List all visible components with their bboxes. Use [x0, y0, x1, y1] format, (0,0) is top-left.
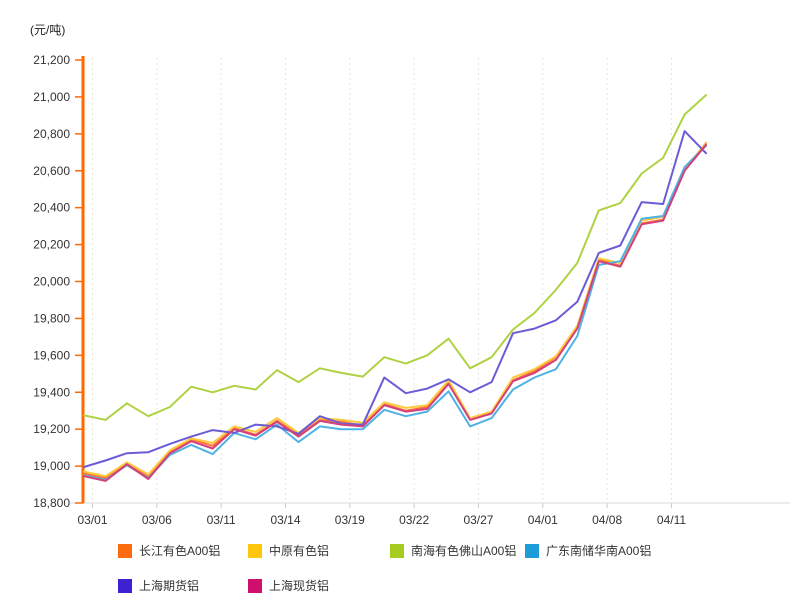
legend-swatch-icon: [248, 578, 262, 593]
y-axis-tick-label: 18,800: [33, 496, 70, 510]
series-line-2: [83, 94, 707, 421]
x-axis-tick-label: 04/01: [528, 513, 558, 527]
series-line-0: [83, 142, 707, 480]
legend-label: 上海期货铝: [139, 579, 200, 593]
y-axis-tick-label: 20,200: [33, 238, 70, 252]
x-axis-tick-label: 03/19: [335, 513, 365, 527]
y-axis-tick-label: 21,000: [33, 90, 70, 104]
x-axis-tick-label: 04/11: [657, 513, 686, 527]
series-line-3: [83, 144, 707, 481]
y-axis-tick-label: 19,000: [33, 459, 70, 473]
x-axis-tick-label: 03/06: [142, 513, 172, 527]
legend-label: 中原有色铝: [269, 544, 330, 558]
legend-label: 广东南储华南A00铝: [546, 544, 652, 558]
legend-label: 南海有色佛山A00铝: [411, 544, 517, 558]
legend-swatch-icon: [118, 543, 132, 558]
x-axis-tick-label: 03/11: [207, 513, 236, 527]
legend-swatch-icon: [248, 543, 262, 558]
x-axis-tick-label: 03/22: [399, 513, 429, 527]
y-axis-unit-label: (元/吨): [30, 23, 66, 37]
y-axis-tick-label: 19,200: [33, 422, 70, 436]
x-axis-tick-label: 03/14: [270, 513, 300, 527]
legend-label: 上海现货铝: [269, 579, 330, 593]
y-axis-tick-label: 20,800: [33, 127, 70, 141]
x-axis-tick-label: 04/08: [592, 513, 622, 527]
y-axis-tick-label: 19,400: [33, 385, 70, 399]
y-axis-tick-label: 20,600: [33, 164, 70, 178]
y-axis-tick-label: 20,000: [33, 275, 70, 289]
y-axis-tick-label: 21,200: [33, 53, 70, 67]
y-axis-tick-label: 19,600: [33, 348, 70, 362]
legend-item-3[interactable]: 广东南储华南A00铝: [525, 543, 651, 558]
y-axis-tick-label: 20,400: [33, 201, 70, 215]
legend-swatch-icon: [525, 543, 539, 558]
series-line-5: [83, 143, 707, 482]
legend-swatch-icon: [390, 543, 404, 558]
legend-label: 长江有色A00铝: [139, 544, 221, 558]
legend-item-1[interactable]: 中原有色铝: [248, 543, 329, 558]
legend-item-5[interactable]: 上海现货铝: [248, 578, 329, 593]
series-line-4: [83, 130, 707, 468]
legend-swatch-icon: [118, 578, 132, 593]
x-axis-tick-label: 03/27: [463, 513, 493, 527]
legend-item-4[interactable]: 上海期货铝: [118, 578, 199, 593]
series-line-1: [83, 143, 707, 478]
legend-item-0[interactable]: 长江有色A00铝: [118, 543, 220, 558]
line-chart-canvas: 18,800 19,000 19,200 19,400 19,600 19,800 20,0…: [33, 53, 790, 527]
legend-item-2[interactable]: 南海有色佛山A00铝: [390, 543, 516, 558]
y-axis-tick-label: 19,800: [33, 311, 70, 325]
x-axis-tick-label: 03/01: [77, 513, 107, 527]
